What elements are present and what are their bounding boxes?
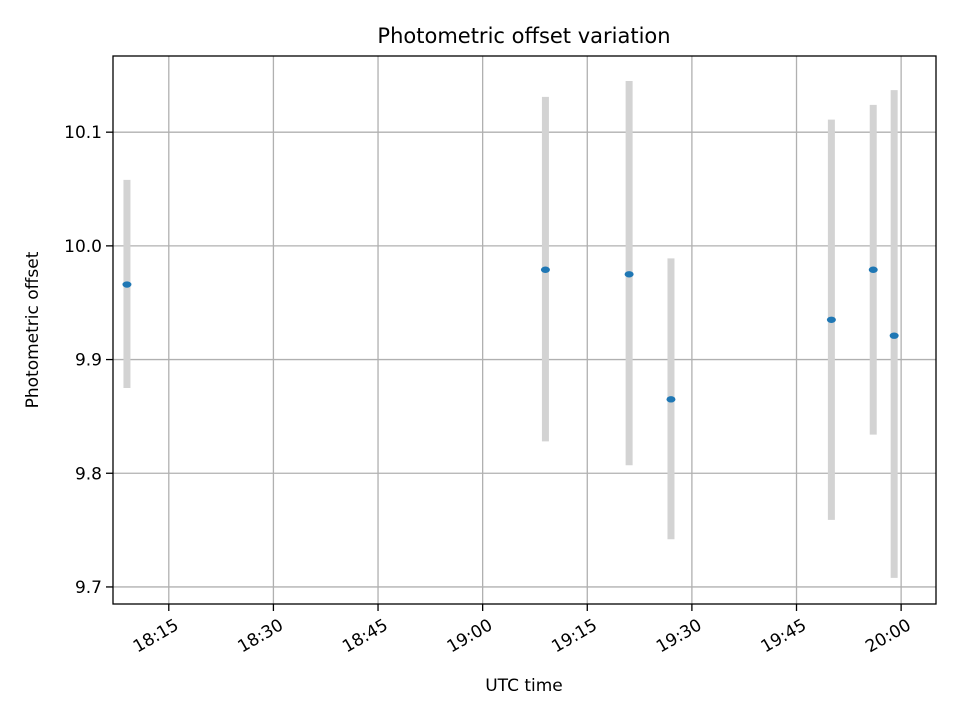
errorbars bbox=[123, 81, 898, 578]
plot-frame bbox=[112, 55, 937, 605]
x-tick-label: 18:30 bbox=[234, 615, 286, 657]
y-axis-ticks: 9.7 9.8 9.9 10.0 10.1 bbox=[64, 123, 113, 598]
chart-title: Photometric offset variation bbox=[377, 24, 670, 48]
data-point bbox=[868, 266, 878, 273]
x-tick-label: 20:00 bbox=[862, 615, 914, 657]
y-tick-label: 10.0 bbox=[64, 237, 102, 257]
x-tick-label: 19:45 bbox=[758, 615, 810, 657]
y-axis-label: Photometric offset bbox=[23, 251, 43, 408]
x-tick-label: 19:30 bbox=[653, 615, 705, 657]
y-tick-label: 10.1 bbox=[64, 123, 102, 143]
x-tick-label: 18:45 bbox=[339, 615, 391, 657]
data-point bbox=[540, 266, 550, 273]
x-axis-ticks: 18:15 18:30 18:45 19:00 19:15 19:30 19:45 20:00 bbox=[130, 604, 915, 657]
x-axis-label: UTC time bbox=[485, 676, 563, 696]
y-tick-label: 9.8 bbox=[75, 464, 102, 484]
data-points bbox=[122, 266, 899, 403]
x-tick-label: 19:15 bbox=[548, 615, 600, 657]
grid bbox=[113, 56, 936, 604]
data-point bbox=[666, 396, 676, 403]
y-tick-label: 9.9 bbox=[75, 351, 102, 371]
x-tick-label: 18:15 bbox=[130, 615, 182, 657]
data-point bbox=[826, 316, 836, 323]
y-tick-label: 9.7 bbox=[75, 578, 102, 598]
data-point bbox=[889, 332, 899, 339]
x-tick-label: 19:00 bbox=[444, 615, 496, 657]
data-point bbox=[122, 281, 132, 288]
data-point bbox=[624, 271, 634, 278]
